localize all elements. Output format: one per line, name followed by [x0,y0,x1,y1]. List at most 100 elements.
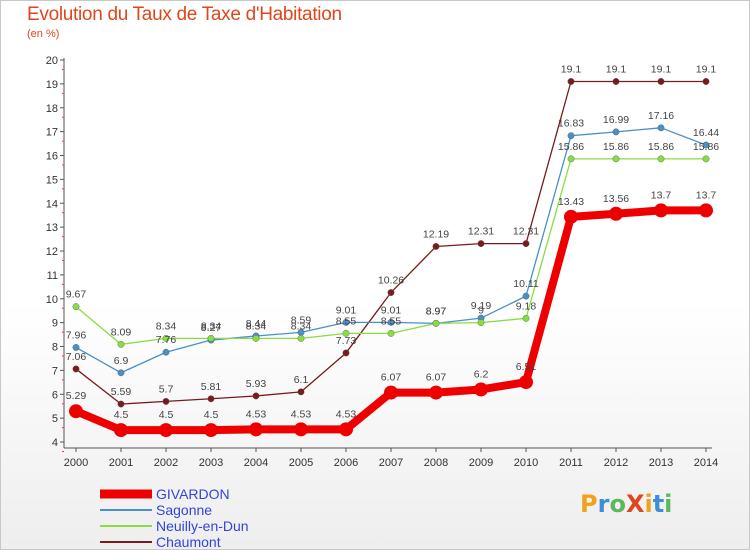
data-label: 8.97 [426,305,447,317]
logo-letter: P [580,490,598,518]
y-tick-label: 18 [46,103,58,115]
data-point [702,155,710,163]
data-point [342,329,350,337]
logo-letter: X [625,490,645,518]
data-label: 19.1 [651,63,672,75]
data-point [249,422,263,437]
data-point [567,132,575,140]
data-label: 10.26 [378,275,404,287]
data-point [384,385,398,400]
data-label: 4.5 [114,409,129,421]
y-tick-label: 16 [46,151,58,163]
data-label: 12.31 [513,226,539,238]
data-point [612,78,620,85]
x-tick-label: 2011 [559,457,583,469]
data-point [252,334,260,342]
y-tick-label: 5 [52,413,58,425]
data-point [477,240,485,247]
logo-letter: r [597,490,610,518]
data-point [297,334,305,342]
data-point [117,340,125,348]
data-point [564,209,578,224]
x-tick-label: 2014 [694,457,718,469]
data-point [387,329,395,337]
data-label: 4.53 [336,408,357,420]
data-label: 7.06 [66,351,87,363]
data-label: 4.5 [204,409,219,421]
x-tick-label: 2012 [604,457,628,469]
data-point [207,395,215,403]
data-label: 19.1 [606,63,627,75]
data-label: 19.1 [561,63,582,75]
data-label: 13.7 [696,189,717,201]
data-point [387,318,395,326]
data-point [432,243,440,250]
data-point [702,78,710,85]
data-point [207,334,215,342]
data-label: 6.1 [294,374,309,386]
x-tick-label: 2013 [649,457,673,469]
data-point [522,314,530,322]
y-tick-label: 17 [46,127,58,139]
data-label: 16.83 [558,118,584,130]
data-label: 6.07 [426,372,447,384]
data-label: 8.27 [201,322,222,334]
data-label: 8.34 [246,320,267,332]
data-point [702,141,710,149]
data-label: 16.44 [693,127,719,139]
y-tick-label: 8 [52,342,58,354]
y-tick-label: 6 [52,389,58,401]
data-label: 15.86 [693,141,719,153]
x-tick-label: 2009 [469,457,493,469]
data-point [432,319,440,327]
legend-label: Neuilly-en-Dun [156,518,249,534]
y-tick-label: 9 [52,318,58,330]
data-point [252,392,260,400]
data-label: 13.56 [603,193,629,205]
legend-label: Sagonne [156,502,213,518]
data-point [114,423,128,438]
legend-swatch [100,509,152,511]
x-tick-label: 2004 [244,457,268,469]
data-label: 8.34 [291,320,312,332]
data-label: 8.09 [111,326,132,338]
data-label: 8.55 [381,315,402,327]
data-point [342,349,350,357]
data-label: 13.7 [651,189,672,201]
data-point [117,400,125,408]
data-label: 6.9 [114,355,129,367]
series-line-chaumont [75,80,706,405]
data-point [72,303,80,311]
data-label: 9.19 [471,300,492,312]
data-label: 9.01 [336,304,357,316]
data-label: 16.99 [603,114,629,126]
x-tick-label: 2010 [514,457,538,469]
data-point [522,240,530,247]
logo-letter: t [652,490,665,518]
data-point [612,128,620,136]
data-label: 7.96 [66,329,87,341]
data-label: 5.81 [201,381,222,393]
data-point [159,423,173,438]
y-tick-label: 14 [46,198,58,210]
data-point [72,344,80,351]
data-label: 9 [478,305,484,317]
data-point [294,422,308,437]
data-point [612,155,620,163]
data-label: 7.76 [156,334,177,346]
data-point [474,382,488,397]
legend-label: GIVARDON [156,486,230,502]
y-tick-label: 7 [52,365,58,377]
y-tick-label: 19 [46,79,58,91]
legend-label: Chaumont [156,534,221,550]
y-tick-label: 4 [52,437,58,449]
data-label: 6.07 [381,372,402,384]
data-point [342,318,350,326]
data-label: 9.67 [66,289,87,301]
data-point [162,334,170,342]
data-label: 5.29 [66,390,87,402]
data-label: 4.53 [291,408,312,420]
data-label: 10.11 [513,278,539,290]
data-point [699,203,713,218]
data-label: 17.16 [648,110,674,122]
